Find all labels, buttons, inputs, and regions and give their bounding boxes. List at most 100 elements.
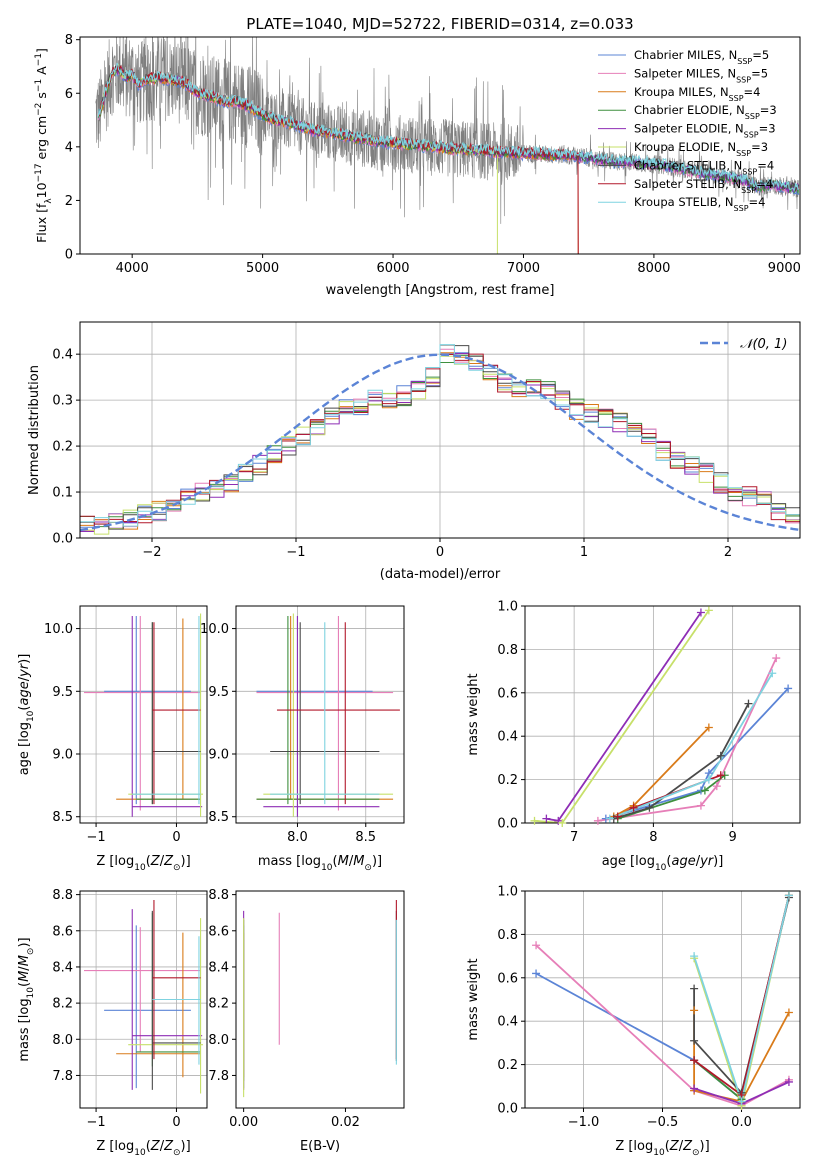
- y-tick-label: 8.4: [208, 960, 229, 975]
- x-axis-label: Z [log10(Z/Z⊙)]: [615, 1139, 709, 1158]
- y-tick-label: 0.4: [52, 348, 73, 363]
- mass-weight-point: [532, 969, 541, 978]
- mass-weight-point: [629, 803, 638, 812]
- y-tick-label: 10.0: [200, 622, 229, 637]
- x-axis-label: Z [log10(Z/Z⊙)]: [96, 1139, 190, 1158]
- x-tick-label: 9000: [768, 261, 801, 276]
- x-tick-label: 5000: [246, 261, 279, 276]
- mass-weight-line: [597, 657, 778, 822]
- x-axis-label: mass [log10(M/M⊙)]: [258, 854, 382, 873]
- x-tick-label: −1: [286, 545, 305, 560]
- legend-label: Salpeter STELIB, NSSP=4: [634, 177, 773, 195]
- y-tick-label: 1.0: [497, 600, 518, 615]
- mass-weight-point: [690, 1056, 699, 1065]
- axes-frame: [524, 605, 801, 824]
- mass-weight-point: [784, 1008, 793, 1017]
- x-tick-label: −0.5: [647, 1115, 679, 1130]
- normal-curve: [80, 353, 800, 532]
- y-tick-label: 9.5: [208, 685, 229, 700]
- y-tick-label: 9.0: [208, 748, 229, 763]
- legend-label: Kroupa STELIB, NSSP=4: [634, 195, 765, 213]
- mass-weight-point: [784, 891, 793, 900]
- y-tick-label: 8.5: [52, 810, 73, 825]
- mass-weight-line: [613, 703, 750, 820]
- legend-label: Kroupa ELODIE, NSSP=3: [634, 140, 768, 158]
- mass-weight-point: [784, 684, 793, 693]
- y-tick-label: 8.2: [208, 997, 229, 1012]
- y-tick-label: 9.0: [52, 748, 73, 763]
- axes-frame: [235, 890, 405, 1109]
- y-tick-label: 7.8: [208, 1069, 229, 1084]
- y-tick-label: 0.4: [497, 1015, 518, 1030]
- legend-label: Salpeter ELODIE, NSSP=3: [634, 122, 776, 140]
- y-tick-label: 0.2: [497, 1058, 518, 1073]
- x-tick-label: 9: [728, 830, 736, 845]
- mass-weight-vs-age-panel: 7 8 9 0.0 0.2 0.4 0.6 0.8 1.0 age [log10(age/yr)]…: [466, 600, 801, 873]
- age-vs-metallicity-panel: −1 0 8.5 9.0 9.5 10.0 Z [log10(Z/Z⊙)] age [log1…: [17, 605, 208, 873]
- y-tick-label: 0.4: [497, 730, 518, 745]
- y-tick-label: 8.0: [52, 1033, 73, 1048]
- axes-frame: [235, 605, 405, 824]
- y-tick-label: 8.8: [208, 888, 229, 903]
- y-axis-label: mass [log10(M/M⊙)]: [17, 937, 36, 1061]
- y-tick-label: 0.8: [497, 643, 518, 658]
- x-tick-label: 8.0: [287, 830, 308, 845]
- mass-weight-point: [690, 952, 699, 961]
- mass-weight-point: [613, 812, 622, 821]
- y-tick-label: 8: [65, 33, 73, 48]
- x-tick-label: 0: [172, 830, 180, 845]
- y-tick-label: 0.0: [52, 532, 73, 547]
- mass-weight-point: [704, 606, 713, 615]
- plot-area: [80, 344, 800, 535]
- legend-label: 𝒩(0, 1): [740, 337, 787, 352]
- y-tick-label: 8.4: [52, 960, 73, 975]
- axes-frame: [79, 605, 208, 824]
- y-tick-label: 0.1: [52, 486, 73, 501]
- x-axis-label: wavelength [Angstrom, rest frame]: [326, 283, 555, 298]
- x-tick-label: 6000: [376, 261, 409, 276]
- y-tick-label: 10.0: [44, 622, 73, 637]
- y-tick-label: 0.2: [52, 440, 73, 455]
- mass-weight-point: [690, 1084, 699, 1093]
- legend-label: Chabrier ELODIE, NSSP=3: [634, 103, 777, 121]
- y-tick-label: 4: [65, 140, 73, 155]
- legend-label: Kroupa MILES, NSSP=4: [634, 85, 760, 103]
- x-axis-label: E(B-V): [300, 1139, 340, 1154]
- y-tick-label: 8.2: [52, 997, 73, 1012]
- mass-weight-point: [593, 816, 602, 825]
- x-axis-label: Z [log10(Z/Z⊙)]: [96, 854, 190, 873]
- plot-area: [243, 900, 397, 1098]
- axes-frame: [79, 890, 208, 1109]
- y-tick-label: 0.2: [497, 773, 518, 788]
- y-tick-label: 8.6: [52, 924, 73, 939]
- y-tick-label: 0.6: [497, 971, 518, 986]
- y-axis-label: Flux [fλ10−17 erg cm−2 s−1 A−1]: [34, 48, 54, 243]
- mass-weight-point: [690, 1036, 699, 1045]
- x-tick-label: 7: [570, 830, 578, 845]
- y-tick-label: 7.8: [52, 1069, 73, 1084]
- y-tick-label: 0.0: [497, 817, 518, 832]
- x-tick-label: 7000: [507, 261, 540, 276]
- mass-weight-line: [605, 687, 789, 820]
- x-tick-label: 0.02: [331, 1115, 360, 1130]
- mass-vs-metallicity-panel: −1 0 7.8 8.0 8.2 8.4 8.6 8.8 Z [log10(Z/Z⊙)] mass…: [17, 888, 208, 1158]
- mass-weight-point: [532, 941, 541, 950]
- x-tick-label: 0.00: [229, 1115, 258, 1130]
- x-axis-label: (data-model)/error: [380, 567, 501, 582]
- model-spectrum-line: [97, 62, 799, 192]
- plot-area: [95, 37, 800, 254]
- y-tick-label: 1.0: [497, 885, 518, 900]
- mass-weight-point: [605, 814, 614, 823]
- y-tick-label: 8.5: [208, 810, 229, 825]
- x-tick-label: −1.0: [568, 1115, 600, 1130]
- x-tick-label: −1: [86, 1115, 105, 1130]
- y-tick-label: 9.5: [52, 685, 73, 700]
- mass-weight-point: [700, 786, 709, 795]
- mass-weight-point: [737, 1097, 746, 1106]
- mass-weight-line: [546, 611, 702, 822]
- mass-weight-line: [534, 609, 710, 823]
- x-tick-label: 1: [580, 545, 588, 560]
- plot-area: [256, 613, 400, 817]
- plot-area: [84, 613, 203, 817]
- y-tick-label: 8.6: [208, 924, 229, 939]
